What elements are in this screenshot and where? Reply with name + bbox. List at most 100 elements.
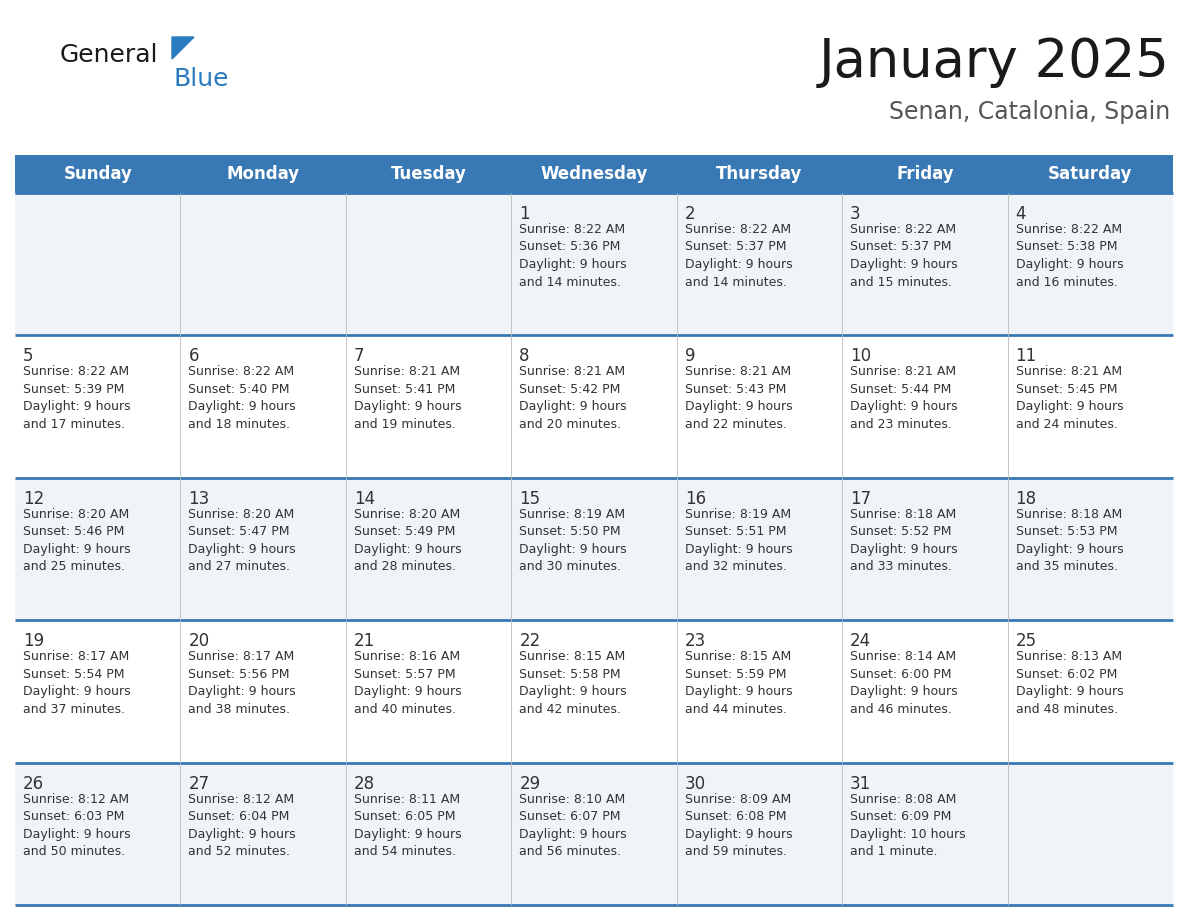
Text: Sunrise: 8:21 AM
Sunset: 5:43 PM
Daylight: 9 hours
and 22 minutes.: Sunrise: 8:21 AM Sunset: 5:43 PM Dayligh…: [684, 365, 792, 431]
Text: Sunrise: 8:15 AM
Sunset: 5:58 PM
Daylight: 9 hours
and 42 minutes.: Sunrise: 8:15 AM Sunset: 5:58 PM Dayligh…: [519, 650, 627, 716]
Text: Sunrise: 8:19 AM
Sunset: 5:51 PM
Daylight: 9 hours
and 32 minutes.: Sunrise: 8:19 AM Sunset: 5:51 PM Dayligh…: [684, 508, 792, 574]
Text: 9: 9: [684, 347, 695, 365]
Text: 8: 8: [519, 347, 530, 365]
Text: 28: 28: [354, 775, 375, 792]
Text: Saturday: Saturday: [1048, 165, 1132, 183]
Text: General: General: [61, 43, 158, 67]
Bar: [677, 335, 842, 477]
Text: Sunrise: 8:15 AM
Sunset: 5:59 PM
Daylight: 9 hours
and 44 minutes.: Sunrise: 8:15 AM Sunset: 5:59 PM Dayligh…: [684, 650, 792, 716]
Text: Wednesday: Wednesday: [541, 165, 647, 183]
Text: Sunrise: 8:21 AM
Sunset: 5:42 PM
Daylight: 9 hours
and 20 minutes.: Sunrise: 8:21 AM Sunset: 5:42 PM Dayligh…: [519, 365, 627, 431]
Bar: [181, 763, 346, 905]
Text: 1: 1: [519, 205, 530, 223]
Text: 2: 2: [684, 205, 695, 223]
Bar: [842, 621, 1007, 763]
Bar: [511, 477, 677, 621]
Text: Sunrise: 8:18 AM
Sunset: 5:52 PM
Daylight: 9 hours
and 33 minutes.: Sunrise: 8:18 AM Sunset: 5:52 PM Dayligh…: [851, 508, 958, 574]
Text: 27: 27: [189, 775, 209, 792]
Text: Sunrise: 8:21 AM
Sunset: 5:44 PM
Daylight: 9 hours
and 23 minutes.: Sunrise: 8:21 AM Sunset: 5:44 PM Dayligh…: [851, 365, 958, 431]
Text: Blue: Blue: [173, 67, 229, 91]
Text: 16: 16: [684, 490, 706, 508]
Bar: [346, 155, 511, 193]
Text: Sunrise: 8:22 AM
Sunset: 5:38 PM
Daylight: 9 hours
and 16 minutes.: Sunrise: 8:22 AM Sunset: 5:38 PM Dayligh…: [1016, 223, 1123, 288]
Bar: [1007, 193, 1173, 335]
Bar: [181, 193, 346, 335]
Text: Sunrise: 8:14 AM
Sunset: 6:00 PM
Daylight: 9 hours
and 46 minutes.: Sunrise: 8:14 AM Sunset: 6:00 PM Dayligh…: [851, 650, 958, 716]
Text: Sunrise: 8:12 AM
Sunset: 6:04 PM
Daylight: 9 hours
and 52 minutes.: Sunrise: 8:12 AM Sunset: 6:04 PM Dayligh…: [189, 792, 296, 858]
Text: Sunrise: 8:22 AM
Sunset: 5:39 PM
Daylight: 9 hours
and 17 minutes.: Sunrise: 8:22 AM Sunset: 5:39 PM Dayligh…: [23, 365, 131, 431]
Bar: [181, 155, 346, 193]
Bar: [181, 477, 346, 621]
Text: 20: 20: [189, 633, 209, 650]
Text: 21: 21: [354, 633, 375, 650]
Text: Tuesday: Tuesday: [391, 165, 467, 183]
Text: Monday: Monday: [227, 165, 299, 183]
Text: 26: 26: [23, 775, 44, 792]
Polygon shape: [172, 37, 194, 59]
Text: 12: 12: [23, 490, 44, 508]
Text: Thursday: Thursday: [716, 165, 803, 183]
Text: Sunday: Sunday: [63, 165, 132, 183]
Bar: [1007, 621, 1173, 763]
Bar: [181, 621, 346, 763]
Text: Sunrise: 8:21 AM
Sunset: 5:45 PM
Daylight: 9 hours
and 24 minutes.: Sunrise: 8:21 AM Sunset: 5:45 PM Dayligh…: [1016, 365, 1123, 431]
Text: Sunrise: 8:16 AM
Sunset: 5:57 PM
Daylight: 9 hours
and 40 minutes.: Sunrise: 8:16 AM Sunset: 5:57 PM Dayligh…: [354, 650, 461, 716]
Bar: [677, 621, 842, 763]
Text: 3: 3: [851, 205, 861, 223]
Bar: [511, 621, 677, 763]
Bar: [677, 477, 842, 621]
Bar: [842, 193, 1007, 335]
Text: Sunrise: 8:22 AM
Sunset: 5:40 PM
Daylight: 9 hours
and 18 minutes.: Sunrise: 8:22 AM Sunset: 5:40 PM Dayligh…: [189, 365, 296, 431]
Text: 4: 4: [1016, 205, 1026, 223]
Text: Sunrise: 8:13 AM
Sunset: 6:02 PM
Daylight: 9 hours
and 48 minutes.: Sunrise: 8:13 AM Sunset: 6:02 PM Dayligh…: [1016, 650, 1123, 716]
Bar: [181, 335, 346, 477]
Text: 7: 7: [354, 347, 365, 365]
Text: 10: 10: [851, 347, 871, 365]
Text: Sunrise: 8:10 AM
Sunset: 6:07 PM
Daylight: 9 hours
and 56 minutes.: Sunrise: 8:10 AM Sunset: 6:07 PM Dayligh…: [519, 792, 627, 858]
Text: Sunrise: 8:20 AM
Sunset: 5:49 PM
Daylight: 9 hours
and 28 minutes.: Sunrise: 8:20 AM Sunset: 5:49 PM Dayligh…: [354, 508, 461, 574]
Bar: [15, 335, 181, 477]
Bar: [842, 155, 1007, 193]
Text: 17: 17: [851, 490, 871, 508]
Bar: [842, 335, 1007, 477]
Text: Sunrise: 8:17 AM
Sunset: 5:56 PM
Daylight: 9 hours
and 38 minutes.: Sunrise: 8:17 AM Sunset: 5:56 PM Dayligh…: [189, 650, 296, 716]
Text: 31: 31: [851, 775, 871, 792]
Text: 25: 25: [1016, 633, 1037, 650]
Text: 11: 11: [1016, 347, 1037, 365]
Text: 24: 24: [851, 633, 871, 650]
Bar: [15, 477, 181, 621]
Text: Sunrise: 8:17 AM
Sunset: 5:54 PM
Daylight: 9 hours
and 37 minutes.: Sunrise: 8:17 AM Sunset: 5:54 PM Dayligh…: [23, 650, 131, 716]
Text: 23: 23: [684, 633, 706, 650]
Bar: [346, 477, 511, 621]
Bar: [511, 193, 677, 335]
Bar: [842, 477, 1007, 621]
Bar: [1007, 335, 1173, 477]
Bar: [15, 621, 181, 763]
Text: Sunrise: 8:22 AM
Sunset: 5:37 PM
Daylight: 9 hours
and 15 minutes.: Sunrise: 8:22 AM Sunset: 5:37 PM Dayligh…: [851, 223, 958, 288]
Bar: [346, 763, 511, 905]
Bar: [1007, 763, 1173, 905]
Text: Sunrise: 8:20 AM
Sunset: 5:47 PM
Daylight: 9 hours
and 27 minutes.: Sunrise: 8:20 AM Sunset: 5:47 PM Dayligh…: [189, 508, 296, 574]
Text: 18: 18: [1016, 490, 1037, 508]
Text: 14: 14: [354, 490, 375, 508]
Bar: [346, 335, 511, 477]
Bar: [346, 193, 511, 335]
Text: 29: 29: [519, 775, 541, 792]
Bar: [677, 763, 842, 905]
Text: Senan, Catalonia, Spain: Senan, Catalonia, Spain: [889, 100, 1170, 124]
Bar: [346, 621, 511, 763]
Bar: [15, 155, 181, 193]
Text: 6: 6: [189, 347, 198, 365]
Bar: [15, 763, 181, 905]
Text: Sunrise: 8:22 AM
Sunset: 5:36 PM
Daylight: 9 hours
and 14 minutes.: Sunrise: 8:22 AM Sunset: 5:36 PM Dayligh…: [519, 223, 627, 288]
Text: Sunrise: 8:09 AM
Sunset: 6:08 PM
Daylight: 9 hours
and 59 minutes.: Sunrise: 8:09 AM Sunset: 6:08 PM Dayligh…: [684, 792, 792, 858]
Text: 19: 19: [23, 633, 44, 650]
Text: Sunrise: 8:21 AM
Sunset: 5:41 PM
Daylight: 9 hours
and 19 minutes.: Sunrise: 8:21 AM Sunset: 5:41 PM Dayligh…: [354, 365, 461, 431]
Bar: [1007, 155, 1173, 193]
Text: Sunrise: 8:08 AM
Sunset: 6:09 PM
Daylight: 10 hours
and 1 minute.: Sunrise: 8:08 AM Sunset: 6:09 PM Dayligh…: [851, 792, 966, 858]
Text: 22: 22: [519, 633, 541, 650]
Text: Sunrise: 8:18 AM
Sunset: 5:53 PM
Daylight: 9 hours
and 35 minutes.: Sunrise: 8:18 AM Sunset: 5:53 PM Dayligh…: [1016, 508, 1123, 574]
Bar: [842, 763, 1007, 905]
Text: Sunrise: 8:20 AM
Sunset: 5:46 PM
Daylight: 9 hours
and 25 minutes.: Sunrise: 8:20 AM Sunset: 5:46 PM Dayligh…: [23, 508, 131, 574]
Text: Sunrise: 8:22 AM
Sunset: 5:37 PM
Daylight: 9 hours
and 14 minutes.: Sunrise: 8:22 AM Sunset: 5:37 PM Dayligh…: [684, 223, 792, 288]
